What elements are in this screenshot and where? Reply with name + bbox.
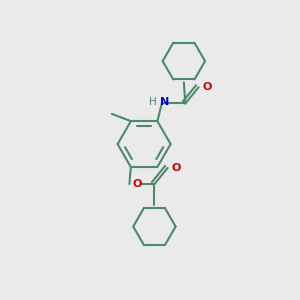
- Text: H: H: [149, 97, 157, 107]
- Text: O: O: [171, 163, 181, 173]
- Text: N: N: [160, 97, 169, 107]
- Text: O: O: [133, 179, 142, 189]
- Text: O: O: [202, 82, 212, 92]
